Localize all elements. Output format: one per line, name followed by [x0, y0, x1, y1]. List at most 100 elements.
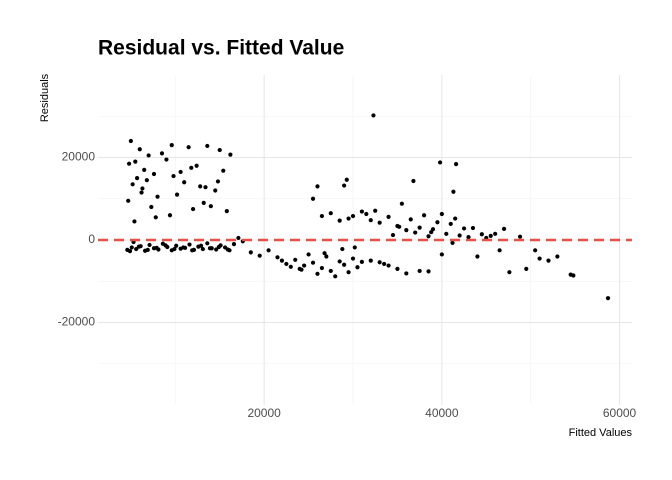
point [386, 214, 391, 219]
point [417, 268, 422, 274]
point [279, 258, 285, 263]
point [350, 213, 356, 219]
point [493, 231, 498, 236]
point [555, 254, 560, 259]
point [190, 206, 196, 212]
point [399, 201, 404, 206]
point [133, 159, 138, 164]
point [130, 182, 135, 187]
point [207, 246, 213, 251]
point [169, 143, 174, 148]
point [136, 244, 141, 249]
point [404, 228, 409, 233]
point [413, 230, 418, 235]
point [266, 248, 271, 253]
point [228, 152, 233, 157]
point [524, 266, 529, 271]
point [171, 173, 176, 179]
point [147, 242, 152, 248]
point [435, 220, 440, 225]
point [132, 219, 137, 224]
point [546, 258, 551, 263]
point [324, 254, 329, 259]
point [225, 247, 230, 252]
point [450, 240, 455, 245]
point [302, 263, 307, 268]
point [275, 255, 280, 260]
point [350, 256, 356, 261]
point [488, 233, 493, 238]
point [203, 185, 208, 190]
point [213, 188, 218, 193]
point [198, 184, 203, 189]
point [189, 165, 194, 170]
point [194, 163, 199, 168]
point [215, 179, 221, 184]
point [284, 261, 289, 267]
point [208, 204, 213, 209]
point [205, 143, 210, 149]
point [453, 162, 459, 167]
point [537, 256, 542, 261]
point [426, 269, 431, 274]
point [340, 246, 345, 252]
point [151, 171, 157, 177]
point [386, 263, 391, 268]
point [397, 224, 402, 229]
point [395, 266, 400, 271]
point [497, 248, 502, 253]
x-tick-label: 40000 [425, 406, 459, 420]
point [187, 242, 192, 247]
point [437, 160, 443, 165]
point [128, 138, 133, 144]
point [352, 245, 357, 250]
point [200, 246, 205, 252]
chart-title: Residual vs. Fitted Value [98, 37, 344, 60]
point [224, 209, 229, 214]
point [571, 273, 576, 278]
point [408, 217, 413, 222]
point [507, 270, 512, 275]
y-tick-label: 20000 [62, 150, 96, 164]
point [134, 246, 139, 252]
point [310, 260, 316, 265]
point [181, 245, 186, 250]
point [605, 296, 611, 301]
point [322, 251, 327, 256]
point [174, 243, 179, 248]
point [319, 265, 325, 271]
point [373, 208, 378, 213]
point [146, 153, 151, 158]
point [333, 274, 338, 279]
point [154, 245, 159, 250]
point [368, 258, 373, 263]
point [144, 178, 149, 183]
point [142, 167, 147, 172]
point [517, 234, 523, 239]
point [214, 247, 219, 252]
point [346, 216, 351, 221]
point [134, 176, 140, 181]
point [448, 221, 453, 227]
point [145, 247, 150, 252]
point [149, 204, 154, 210]
point [153, 215, 158, 220]
x-tick-label: 60000 [603, 406, 637, 420]
point [126, 198, 131, 203]
point [475, 254, 480, 259]
point [129, 245, 134, 250]
point [328, 211, 333, 216]
point [315, 271, 320, 276]
point [306, 252, 311, 257]
point [451, 189, 456, 194]
point [319, 213, 325, 219]
point [377, 260, 382, 265]
point [159, 151, 165, 156]
point [315, 184, 320, 189]
point [417, 225, 422, 230]
point [174, 192, 180, 197]
point [426, 234, 431, 239]
point [461, 226, 467, 231]
point [371, 113, 376, 118]
